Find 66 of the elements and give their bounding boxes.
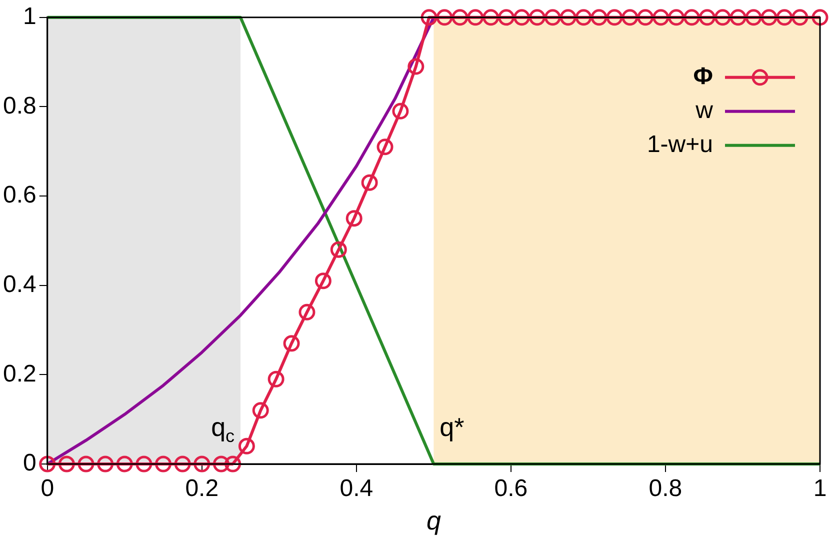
legend-label: 1-w+u xyxy=(646,131,713,158)
point xyxy=(39,456,56,472)
point xyxy=(361,174,378,191)
point xyxy=(698,9,716,26)
point xyxy=(683,9,700,26)
point xyxy=(314,272,332,290)
point xyxy=(420,9,438,26)
x-axis-title: q xyxy=(426,506,442,536)
point xyxy=(224,456,242,472)
x-tick-label: 0 xyxy=(40,475,54,502)
point xyxy=(590,9,608,26)
point xyxy=(792,9,808,26)
point xyxy=(606,9,623,26)
point xyxy=(376,138,394,156)
point xyxy=(745,9,762,26)
point xyxy=(194,456,210,472)
point xyxy=(408,58,424,75)
y-tick-label: 0.8 xyxy=(2,92,36,120)
point xyxy=(482,9,500,26)
point xyxy=(78,456,94,472)
point xyxy=(544,9,561,26)
point xyxy=(97,456,114,472)
y-tick-label: 0 xyxy=(23,450,36,477)
y-tick-label: 0.4 xyxy=(2,270,36,298)
x-tick-label: 1 xyxy=(813,475,827,502)
legend-label: Φ xyxy=(693,63,713,90)
point xyxy=(392,102,409,120)
point xyxy=(252,402,269,419)
point xyxy=(776,9,793,26)
point xyxy=(668,9,685,26)
x-tick-label: 0.8 xyxy=(648,475,682,502)
point xyxy=(652,9,670,26)
point xyxy=(622,9,638,26)
point xyxy=(136,456,152,472)
legend-label: w xyxy=(694,97,714,124)
annotation: q* xyxy=(440,412,464,442)
point xyxy=(436,9,453,26)
point xyxy=(452,9,468,26)
x-tick-label: 0.2 xyxy=(185,475,219,502)
point xyxy=(760,9,778,26)
point xyxy=(498,9,515,26)
y-tick-label: 0.2 xyxy=(2,360,36,388)
y-tick-label: 1 xyxy=(23,3,36,30)
point xyxy=(58,456,75,472)
point xyxy=(714,9,731,26)
point xyxy=(528,9,546,26)
point xyxy=(268,370,284,388)
x-tick-label: 0.6 xyxy=(494,475,528,502)
y-tick-label: 0.6 xyxy=(2,182,36,209)
point xyxy=(637,9,654,26)
point xyxy=(155,456,172,472)
x-tick-label: 0.4 xyxy=(340,475,374,502)
point xyxy=(238,438,255,454)
point xyxy=(346,210,362,227)
point xyxy=(116,456,133,472)
point xyxy=(514,9,530,26)
point xyxy=(283,335,300,352)
point xyxy=(467,9,484,26)
point xyxy=(560,9,576,26)
point xyxy=(575,9,592,26)
point xyxy=(298,304,316,320)
point xyxy=(730,9,746,26)
point xyxy=(212,456,230,472)
point xyxy=(174,456,191,472)
point xyxy=(812,9,828,26)
point xyxy=(330,241,347,258)
